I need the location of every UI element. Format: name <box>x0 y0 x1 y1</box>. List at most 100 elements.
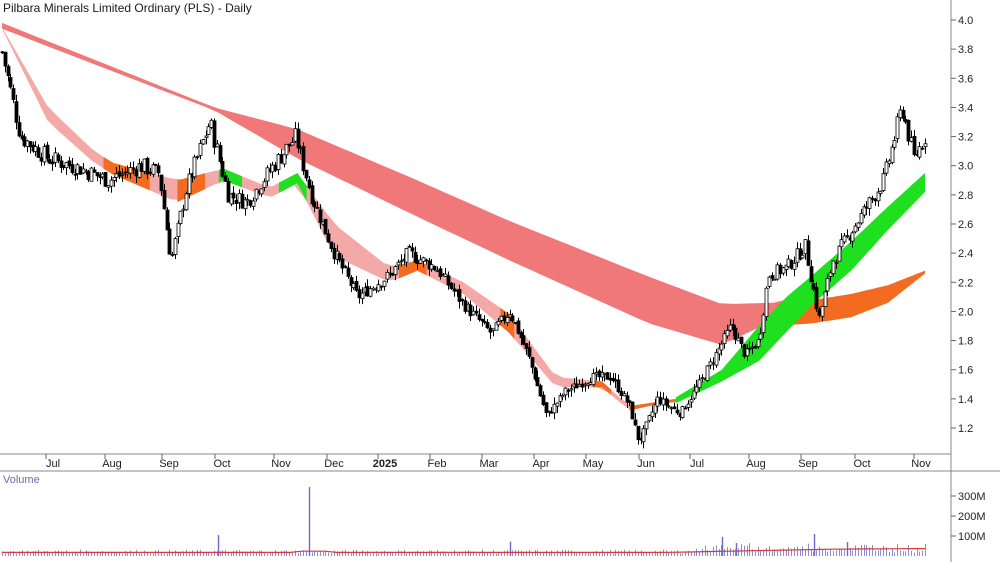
price-tick-label: 1.6 <box>958 365 973 377</box>
candle-body <box>516 320 521 334</box>
candle-body <box>201 139 206 145</box>
candle-body <box>700 377 705 380</box>
price-tick-label: 3.0 <box>958 161 973 173</box>
candle-body <box>527 347 532 357</box>
candle-body <box>209 119 214 128</box>
candle-body <box>223 175 228 182</box>
candle-body <box>569 388 574 391</box>
candle-body <box>505 317 510 324</box>
candle-body <box>95 172 100 177</box>
price-tick-label: 3.4 <box>958 102 973 114</box>
candle-body <box>837 245 842 262</box>
candle-body <box>195 156 200 158</box>
candle-body <box>212 120 217 148</box>
candle-body <box>630 401 635 420</box>
candle-body <box>806 240 811 266</box>
candle-body <box>658 397 663 405</box>
candle-body <box>820 305 825 317</box>
band-accent-segment <box>218 168 242 188</box>
candle-body <box>125 172 130 175</box>
time-tick-label: Feb <box>428 458 447 470</box>
candle-body <box>859 212 864 224</box>
candle-body <box>463 300 468 312</box>
candle-body <box>312 201 317 208</box>
candle-body <box>555 402 560 407</box>
volume-average-line <box>2 548 925 553</box>
candle-body <box>719 343 724 351</box>
candle-body <box>474 310 479 314</box>
candle-body <box>106 185 111 188</box>
time-tick-label: Dec <box>324 458 344 470</box>
candle-body <box>750 346 755 349</box>
candle-body <box>343 265 348 268</box>
candle-body <box>594 372 599 375</box>
candle-body <box>112 176 117 181</box>
candle-body <box>310 185 315 205</box>
time-tick-label: Nov <box>271 458 291 470</box>
candle-body <box>544 402 549 413</box>
candle-body <box>758 333 763 340</box>
candle-body <box>39 157 44 162</box>
candle-body <box>86 171 91 181</box>
candle-body <box>192 156 197 178</box>
candle-body <box>781 267 786 274</box>
candle-body <box>770 275 775 279</box>
candle-body <box>254 188 259 200</box>
candle-body <box>850 232 855 242</box>
candle-body <box>761 314 766 333</box>
candle-body <box>360 292 365 300</box>
candle-body <box>491 328 496 331</box>
candle-body <box>396 261 401 266</box>
candle-body <box>664 398 669 406</box>
price-tick-label: 2.6 <box>958 219 973 231</box>
candle-body <box>307 179 312 189</box>
time-tick-label: Aug <box>102 458 122 470</box>
candle-body <box>452 288 457 292</box>
candle-body <box>471 310 476 316</box>
candle-body <box>240 193 245 209</box>
candle-body <box>248 200 253 206</box>
candle-body <box>393 266 398 275</box>
candle-body <box>480 318 485 322</box>
time-tick-label: 2025 <box>373 458 397 470</box>
candle-body <box>424 259 429 262</box>
candle-body <box>449 282 454 289</box>
candle-body <box>279 154 284 164</box>
candle-body <box>789 260 794 269</box>
candle-body <box>443 273 448 277</box>
candle-body <box>608 377 613 381</box>
candle-body <box>887 160 892 165</box>
candle-body <box>675 409 680 414</box>
candle-body <box>47 159 52 164</box>
candle-body <box>795 248 800 263</box>
time-tick-label: Jun <box>637 458 655 470</box>
candle-body <box>895 116 900 139</box>
candle-body <box>379 285 384 288</box>
candle-body <box>103 172 108 187</box>
time-tick-label: Aug <box>746 458 766 470</box>
candle-body <box>655 396 660 407</box>
candle-body <box>616 379 621 393</box>
candle-body <box>226 180 231 203</box>
candle-body <box>42 146 47 163</box>
candle-body <box>566 389 571 392</box>
candle-body <box>346 267 351 277</box>
time-tick-label: Apr <box>532 458 549 470</box>
candle-body <box>167 228 172 255</box>
candle-body <box>231 192 236 199</box>
candle-body <box>468 304 473 317</box>
volume-layer <box>2 487 926 556</box>
price-tick-label: 1.2 <box>958 423 973 435</box>
candle-body <box>753 346 758 349</box>
candle-body <box>541 394 546 406</box>
time-tick-label: Jul <box>46 458 60 470</box>
candle-body <box>159 174 164 192</box>
candle-body <box>513 321 518 324</box>
candle-body <box>234 199 239 204</box>
candle-body <box>340 258 345 269</box>
time-axis: Jul Aug Sep Oct Nov Dec 2025 Feb Mar Apr May Jun Jul… <box>45 454 931 470</box>
candle-body <box>270 164 275 173</box>
candle-body <box>733 327 738 340</box>
price-tick-label: 2.0 <box>958 306 973 318</box>
candle-body <box>78 166 83 175</box>
